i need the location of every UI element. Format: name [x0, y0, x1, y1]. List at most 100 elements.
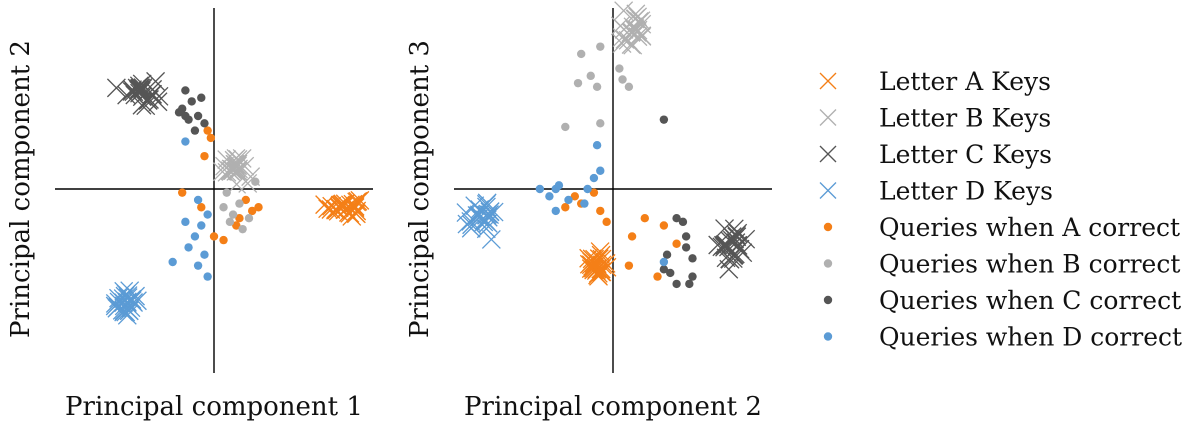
- query-point-a: [247, 206, 257, 216]
- key-marker-a: [597, 257, 617, 277]
- key-marker-c: [138, 91, 158, 111]
- legend-label: Queries when A correct: [879, 213, 1180, 242]
- query-point-a: [235, 214, 244, 223]
- key-marker-d: [476, 219, 496, 239]
- query-point-b: [596, 42, 605, 51]
- query-point-a: [640, 214, 649, 223]
- query-point-d: [203, 210, 212, 219]
- query-point-c: [187, 97, 196, 106]
- key-marker-c: [132, 87, 152, 107]
- key-marker-a: [332, 195, 352, 215]
- key-marker-a: [585, 249, 605, 269]
- y-axis-title: Principal component 2: [6, 40, 36, 338]
- query-point-a: [624, 261, 634, 270]
- key-marker-c: [117, 85, 137, 105]
- query-point-a: [561, 203, 570, 212]
- legend-label: Letter D Keys: [879, 177, 1053, 206]
- query-point-b: [592, 82, 602, 92]
- key-marker-d: [481, 229, 501, 249]
- key-marker-d: [478, 213, 498, 233]
- query-point-b: [615, 64, 624, 73]
- query-point-d: [545, 192, 554, 201]
- key-marker-c: [708, 235, 728, 255]
- key-marker-c: [149, 86, 169, 106]
- key-marker-d: [467, 206, 487, 225]
- query-point-c: [193, 111, 203, 121]
- query-point-a: [200, 151, 209, 161]
- query-point-a: [627, 232, 637, 241]
- key-marker-a: [347, 201, 367, 221]
- query-point-b: [573, 78, 583, 88]
- key-marker-a: [335, 194, 355, 214]
- key-marker-b: [631, 11, 651, 31]
- query-point-d: [181, 217, 190, 227]
- legend-entry: Queries when A correct: [823, 213, 1180, 242]
- key-marker-a: [350, 190, 370, 210]
- query-point-a: [570, 192, 580, 201]
- query-point-a: [602, 217, 611, 227]
- key-marker-c: [127, 78, 147, 98]
- query-point-d: [200, 250, 209, 259]
- legend-label: Letter C Keys: [879, 140, 1052, 169]
- scatter-panel-pc2-pc3: Principal component 2 Principal componen…: [405, 1, 772, 422]
- key-marker-c: [736, 229, 756, 249]
- query-point-d: [554, 181, 564, 190]
- key-marker-b: [610, 16, 630, 36]
- query-point-c: [200, 119, 209, 128]
- key-marker-a: [346, 203, 366, 223]
- query-point-c: [190, 126, 200, 135]
- legend: Letter A Keys Letter B Keys Letter C Keys L…: [819, 67, 1182, 352]
- query-point-d: [203, 272, 212, 281]
- key-marker-b: [238, 173, 258, 193]
- query-point-a: [178, 188, 187, 197]
- query-point-b: [561, 122, 570, 132]
- query-point-a: [209, 232, 219, 241]
- legend-entry: Letter B Keys: [819, 104, 1051, 133]
- legend-label: Queries when C correct: [879, 286, 1181, 315]
- query-point-a: [659, 221, 669, 230]
- legend-entry: Queries when D correct: [823, 323, 1182, 352]
- legend-entry: Letter C Keys: [819, 140, 1052, 169]
- query-point-c: [181, 86, 190, 95]
- query-point-b: [596, 119, 605, 128]
- query-point-a: [203, 126, 212, 135]
- scatter-panel-pc1-pc2: Principal component 1 Principal componen…: [6, 8, 373, 422]
- query-point-b: [624, 82, 634, 92]
- legend-label: Queries when B correct: [879, 250, 1180, 279]
- legend-x-marker: [819, 145, 837, 163]
- query-point-a: [596, 206, 605, 216]
- legend-dot-marker: [823, 222, 833, 232]
- legend-entry: Queries when B correct: [823, 250, 1180, 279]
- key-marker-d: [462, 215, 482, 235]
- query-point-d: [580, 199, 589, 208]
- key-marker-c: [713, 235, 733, 255]
- query-point-b: [618, 75, 627, 84]
- legend-dot-marker: [823, 259, 833, 268]
- query-point-a: [219, 235, 228, 245]
- query-point-c: [197, 93, 206, 102]
- key-marker-b: [235, 156, 255, 176]
- legend-label: Letter A Keys: [879, 67, 1051, 96]
- key-marker-d: [126, 286, 145, 306]
- x-axis-title: Principal component 1: [65, 392, 363, 422]
- key-marker-a: [329, 197, 349, 217]
- legend-entry: Letter A Keys: [819, 67, 1051, 96]
- key-marker-d: [470, 199, 490, 219]
- query-point-b: [238, 224, 247, 234]
- query-point-c: [672, 279, 681, 289]
- query-point-a: [206, 133, 216, 143]
- query-point-b: [222, 188, 231, 197]
- query-point-c: [688, 272, 697, 281]
- legend-dot-marker: [823, 295, 833, 305]
- query-point-d: [193, 261, 203, 270]
- query-point-a: [197, 203, 206, 212]
- query-point-d: [596, 166, 605, 175]
- query-point-b: [251, 177, 260, 186]
- query-point-b: [219, 203, 228, 212]
- query-point-c: [659, 265, 669, 274]
- key-marker-c: [720, 249, 740, 269]
- query-point-c: [685, 279, 694, 289]
- query-point-d: [184, 243, 193, 252]
- query-point-d: [190, 232, 200, 241]
